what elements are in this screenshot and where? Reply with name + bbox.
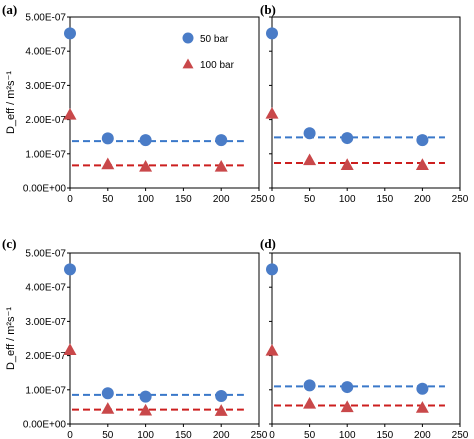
y-axis-label: D_eff / m²s⁻¹	[5, 71, 17, 134]
x-tick-label: 50	[304, 430, 316, 439]
plot-frame	[271, 16, 461, 189]
data-point-50bar	[266, 263, 278, 276]
data-point-100bar	[214, 404, 228, 416]
x-tick-label: 0	[67, 430, 73, 439]
data-point-50bar	[416, 382, 429, 395]
y-tick-label: 0.00E+00	[23, 420, 67, 431]
legend-label-50bar: 50 bar	[200, 34, 229, 45]
x-tick-label: 200	[414, 194, 431, 205]
data-point-50bar	[139, 390, 152, 403]
y-tick-label: 4.00E-07	[25, 283, 66, 294]
data-point-100bar	[303, 396, 317, 409]
panel-label: (d)	[260, 236, 276, 251]
legend-marker-100bar	[182, 58, 194, 69]
plot-frame	[69, 252, 260, 425]
x-tick-label: 200	[414, 430, 431, 439]
data-point-100bar	[101, 157, 115, 170]
x-tick-label: 100	[137, 194, 154, 205]
chart-panel-d: (d) 0 50 100 150 200 250	[260, 236, 469, 439]
plot-frame	[69, 16, 260, 189]
data-point-100bar	[63, 343, 77, 355]
y-tick-label: 0.00E+00	[23, 184, 67, 195]
data-point-50bar	[341, 381, 354, 394]
y-tick-label: 3.00E-07	[25, 81, 66, 92]
data-point-100bar	[340, 400, 354, 413]
y-tick-label: 2.00E-07	[25, 115, 66, 126]
legend: 50 bar 100 bar	[182, 32, 235, 71]
y-tick-label: 5.00E-07	[25, 13, 66, 24]
y-axis-label: D_eff / m²s⁻¹	[5, 307, 17, 370]
data-point-50bar	[64, 263, 76, 276]
data-point-50bar	[215, 389, 228, 402]
y-tick-label: 2.00E-07	[25, 351, 66, 362]
panel-label: (b)	[260, 2, 276, 17]
data-point-100bar	[63, 107, 77, 120]
legend-label-100bar: 100 bar	[200, 60, 235, 71]
y-tick-label: 1.00E-07	[25, 385, 66, 396]
x-tick-label: 50	[102, 194, 114, 205]
x-tick-label: 100	[339, 430, 356, 439]
panel-label: (a)	[2, 2, 17, 17]
data-point-100bar	[340, 158, 354, 170]
data-point-100bar	[139, 159, 153, 172]
data-point-50bar	[341, 132, 354, 145]
y-tick-label: 4.00E-07	[25, 47, 66, 58]
data-point-100bar	[139, 403, 153, 416]
data-point-50bar	[266, 27, 278, 40]
y-tick-label: 3.00E-07	[25, 317, 66, 328]
x-tick-label: 250	[251, 194, 268, 205]
data-point-50bar	[303, 379, 316, 392]
data-point-100bar	[101, 402, 115, 414]
chart-panel-b: (b) 0 50 100 150 200 250	[260, 2, 469, 205]
x-tick-label: 100	[339, 194, 356, 205]
x-tick-label: 100	[137, 430, 154, 439]
chart-panel-a: (a) 0 50 100 150 200 250 0.00E+00 1.00E-07 2.00E-…	[2, 2, 268, 205]
x-tick-label: 150	[175, 194, 192, 205]
panel-label: (c)	[2, 236, 16, 251]
x-tick-label: 0	[269, 430, 275, 439]
data-point-50bar	[139, 134, 152, 147]
data-point-100bar	[265, 106, 279, 119]
x-tick-label: 200	[213, 194, 230, 205]
data-point-50bar	[101, 387, 114, 400]
x-tick-label: 250	[251, 430, 268, 439]
legend-marker-50bar	[182, 32, 194, 44]
data-point-50bar	[101, 132, 114, 145]
data-point-100bar	[265, 343, 279, 356]
y-tick-label: 5.00E-07	[25, 249, 66, 260]
x-tick-label: 250	[452, 430, 469, 439]
x-tick-label: 0	[269, 194, 275, 205]
y-tick-label: 1.00E-07	[25, 149, 66, 160]
x-tick-label: 150	[175, 430, 192, 439]
data-point-100bar	[303, 153, 317, 166]
data-point-50bar	[303, 127, 316, 140]
x-tick-label: 150	[376, 194, 393, 205]
data-point-50bar	[64, 27, 76, 40]
x-tick-label: 50	[102, 430, 114, 439]
x-tick-label: 250	[452, 194, 469, 205]
x-tick-label: 150	[376, 430, 393, 439]
chart-panel-c: (c) 0 50 100 150 200 250 0.00E+00 1.00E-07 2.00E-…	[2, 236, 268, 439]
data-point-50bar	[215, 134, 228, 147]
data-point-100bar	[415, 401, 429, 413]
x-tick-label: 50	[304, 194, 316, 205]
data-point-100bar	[214, 159, 228, 172]
plot-frame	[271, 252, 461, 425]
x-tick-label: 200	[213, 430, 230, 439]
x-tick-label: 0	[67, 194, 73, 205]
data-point-100bar	[415, 158, 429, 170]
data-point-50bar	[416, 134, 429, 147]
